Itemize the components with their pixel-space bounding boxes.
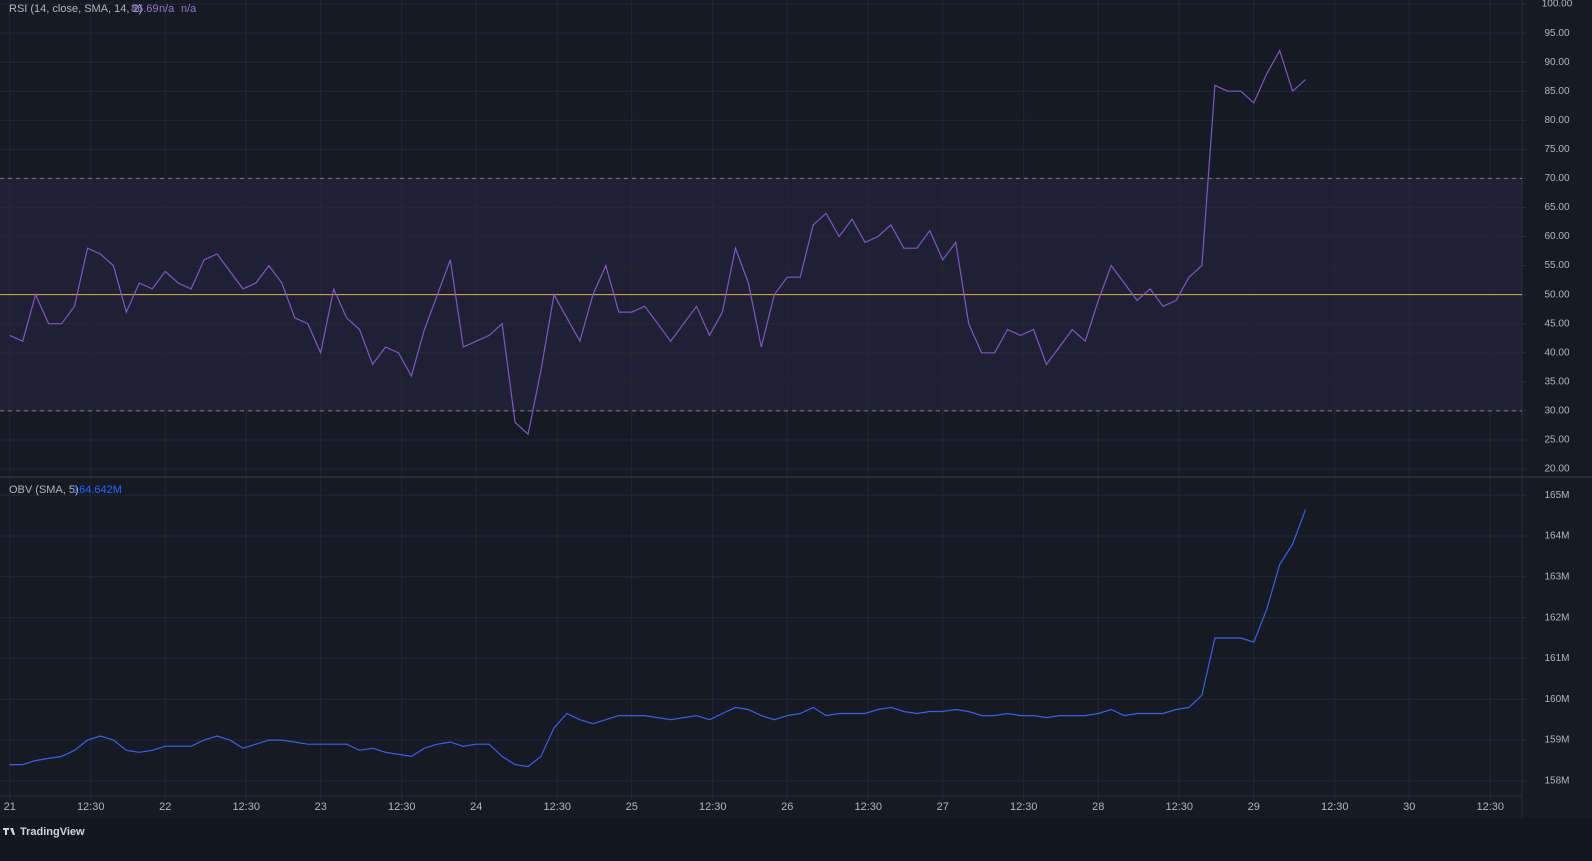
x-tick-label: 12:30 — [543, 801, 571, 813]
y-tick-label: 35.00 — [1544, 376, 1569, 387]
x-tick-label: 26 — [781, 801, 793, 813]
y-tick-label: 160M — [1544, 694, 1569, 705]
rsi-last-value: 86.69 — [131, 3, 159, 15]
y-tick-label: 163M — [1544, 571, 1569, 582]
x-tick-label: 23 — [315, 801, 327, 813]
y-tick-label: 161M — [1544, 653, 1569, 664]
y-tick-label: 164M — [1544, 531, 1569, 542]
y-tick-label: 158M — [1544, 776, 1569, 787]
rsi-title: RSI (14, close, SMA, 14, 2) — [9, 3, 142, 15]
y-tick-label: 65.00 — [1544, 202, 1569, 213]
y-tick-label: 85.00 — [1544, 86, 1569, 97]
x-tick-label: 12:30 — [854, 801, 882, 813]
y-tick-label: 45.00 — [1544, 318, 1569, 329]
y-tick-label: 159M — [1544, 735, 1569, 746]
obv-title: OBV (SMA, 5) — [9, 484, 79, 496]
y-tick-label: 25.00 — [1544, 435, 1569, 446]
footer-bar — [0, 818, 1592, 856]
x-tick-label: 12:30 — [77, 801, 105, 813]
x-tick-label: 28 — [1092, 801, 1104, 813]
obv-last-value: 164.642M — [73, 484, 122, 496]
y-tick-label: 40.00 — [1544, 347, 1569, 358]
x-tick-label: 24 — [470, 801, 482, 813]
y-tick-label: 162M — [1544, 612, 1569, 623]
x-tick-label: 12:30 — [232, 801, 260, 813]
y-tick-label: 30.00 — [1544, 406, 1569, 417]
rsi-extra: n/a — [159, 3, 175, 15]
y-tick-label: 80.00 — [1544, 115, 1569, 126]
x-tick-label: 29 — [1248, 801, 1260, 813]
series-line — [9, 49, 1306, 436]
x-tick-label: 12:30 — [1010, 801, 1038, 813]
brand-name[interactable]: TradingView — [20, 826, 85, 838]
x-tick-label: 12:30 — [1321, 801, 1349, 813]
x-tick-label: 21 — [4, 801, 16, 813]
x-tick-label: 12:30 — [699, 801, 727, 813]
y-tick-label: 100.00 — [1542, 0, 1573, 10]
y-tick-label: 75.00 — [1544, 144, 1569, 155]
series-line — [9, 509, 1307, 768]
brand-logo — [3, 828, 15, 835]
y-tick-label: 165M — [1544, 490, 1569, 501]
y-tick-label: 60.00 — [1544, 231, 1569, 242]
y-tick-label: 55.00 — [1544, 260, 1569, 271]
y-tick-label: 70.00 — [1544, 173, 1569, 184]
x-tick-label: 12:30 — [1476, 801, 1504, 813]
y-tick-label: 50.00 — [1544, 289, 1569, 300]
x-tick-label: 25 — [626, 801, 638, 813]
x-tick-label: 27 — [937, 801, 949, 813]
y-tick-label: 90.00 — [1544, 57, 1569, 68]
x-tick-label: 22 — [159, 801, 171, 813]
rsi-extra: n/a — [181, 3, 197, 15]
x-tick-label: 12:30 — [388, 801, 416, 813]
y-tick-label: 95.00 — [1544, 28, 1569, 39]
x-tick-label: 30 — [1403, 801, 1415, 813]
x-tick-label: 12:30 — [1165, 801, 1193, 813]
y-tick-label: 20.00 — [1544, 464, 1569, 475]
